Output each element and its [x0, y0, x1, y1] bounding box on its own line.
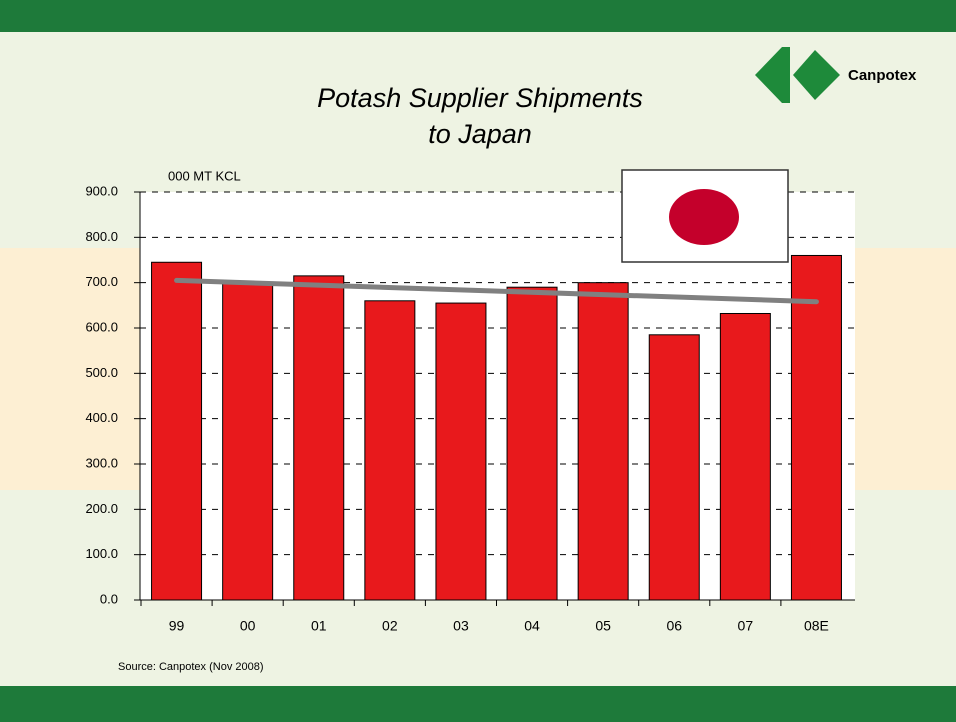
y-tick-label: 700.0	[85, 274, 118, 289]
y-tick-label: 600.0	[85, 319, 118, 334]
chart-title: to Japan	[428, 119, 532, 149]
x-tick-label: 03	[453, 618, 469, 634]
y-axis-label: 000 MT KCL	[168, 168, 241, 183]
bar	[506, 286, 558, 601]
flag-sun	[669, 189, 739, 245]
x-tick-label: 99	[169, 618, 185, 634]
x-tick-label: 04	[524, 618, 540, 634]
x-tick-label: 06	[666, 618, 682, 634]
bar	[719, 312, 771, 601]
bar	[435, 302, 487, 601]
y-tick-label: 200.0	[85, 501, 118, 516]
source: Source: Canpotex (Nov 2008)	[118, 661, 264, 673]
y-tick-label: 500.0	[85, 365, 118, 380]
bar	[790, 254, 842, 601]
logo: Canpotex	[755, 47, 917, 103]
y-tick-label: 0.0	[100, 591, 118, 606]
y-tick-label: 800.0	[85, 229, 118, 244]
bar	[648, 334, 700, 601]
bar	[151, 261, 203, 601]
logo-text: Canpotex	[848, 67, 917, 84]
chart-title: Potash Supplier Shipments	[317, 83, 643, 113]
y-tick-label: 400.0	[85, 410, 118, 425]
bar	[577, 282, 629, 601]
top-bar	[0, 0, 956, 32]
bar	[222, 282, 274, 601]
y-tick-label: 100.0	[85, 546, 118, 561]
x-tick-label: 07	[738, 618, 754, 634]
trend-line	[174, 277, 819, 305]
bar	[293, 275, 345, 601]
x-tick-label: 05	[595, 618, 611, 634]
bottom-bar	[0, 686, 956, 722]
x-tick-label: 00	[240, 618, 256, 634]
bar	[364, 300, 416, 601]
x-tick-label: 01	[311, 618, 327, 634]
x-tick-label: 02	[382, 618, 398, 634]
y-tick-label: 300.0	[85, 455, 118, 470]
y-tick-label: 900.0	[85, 183, 118, 198]
x-tick-label: 08E	[804, 618, 829, 634]
